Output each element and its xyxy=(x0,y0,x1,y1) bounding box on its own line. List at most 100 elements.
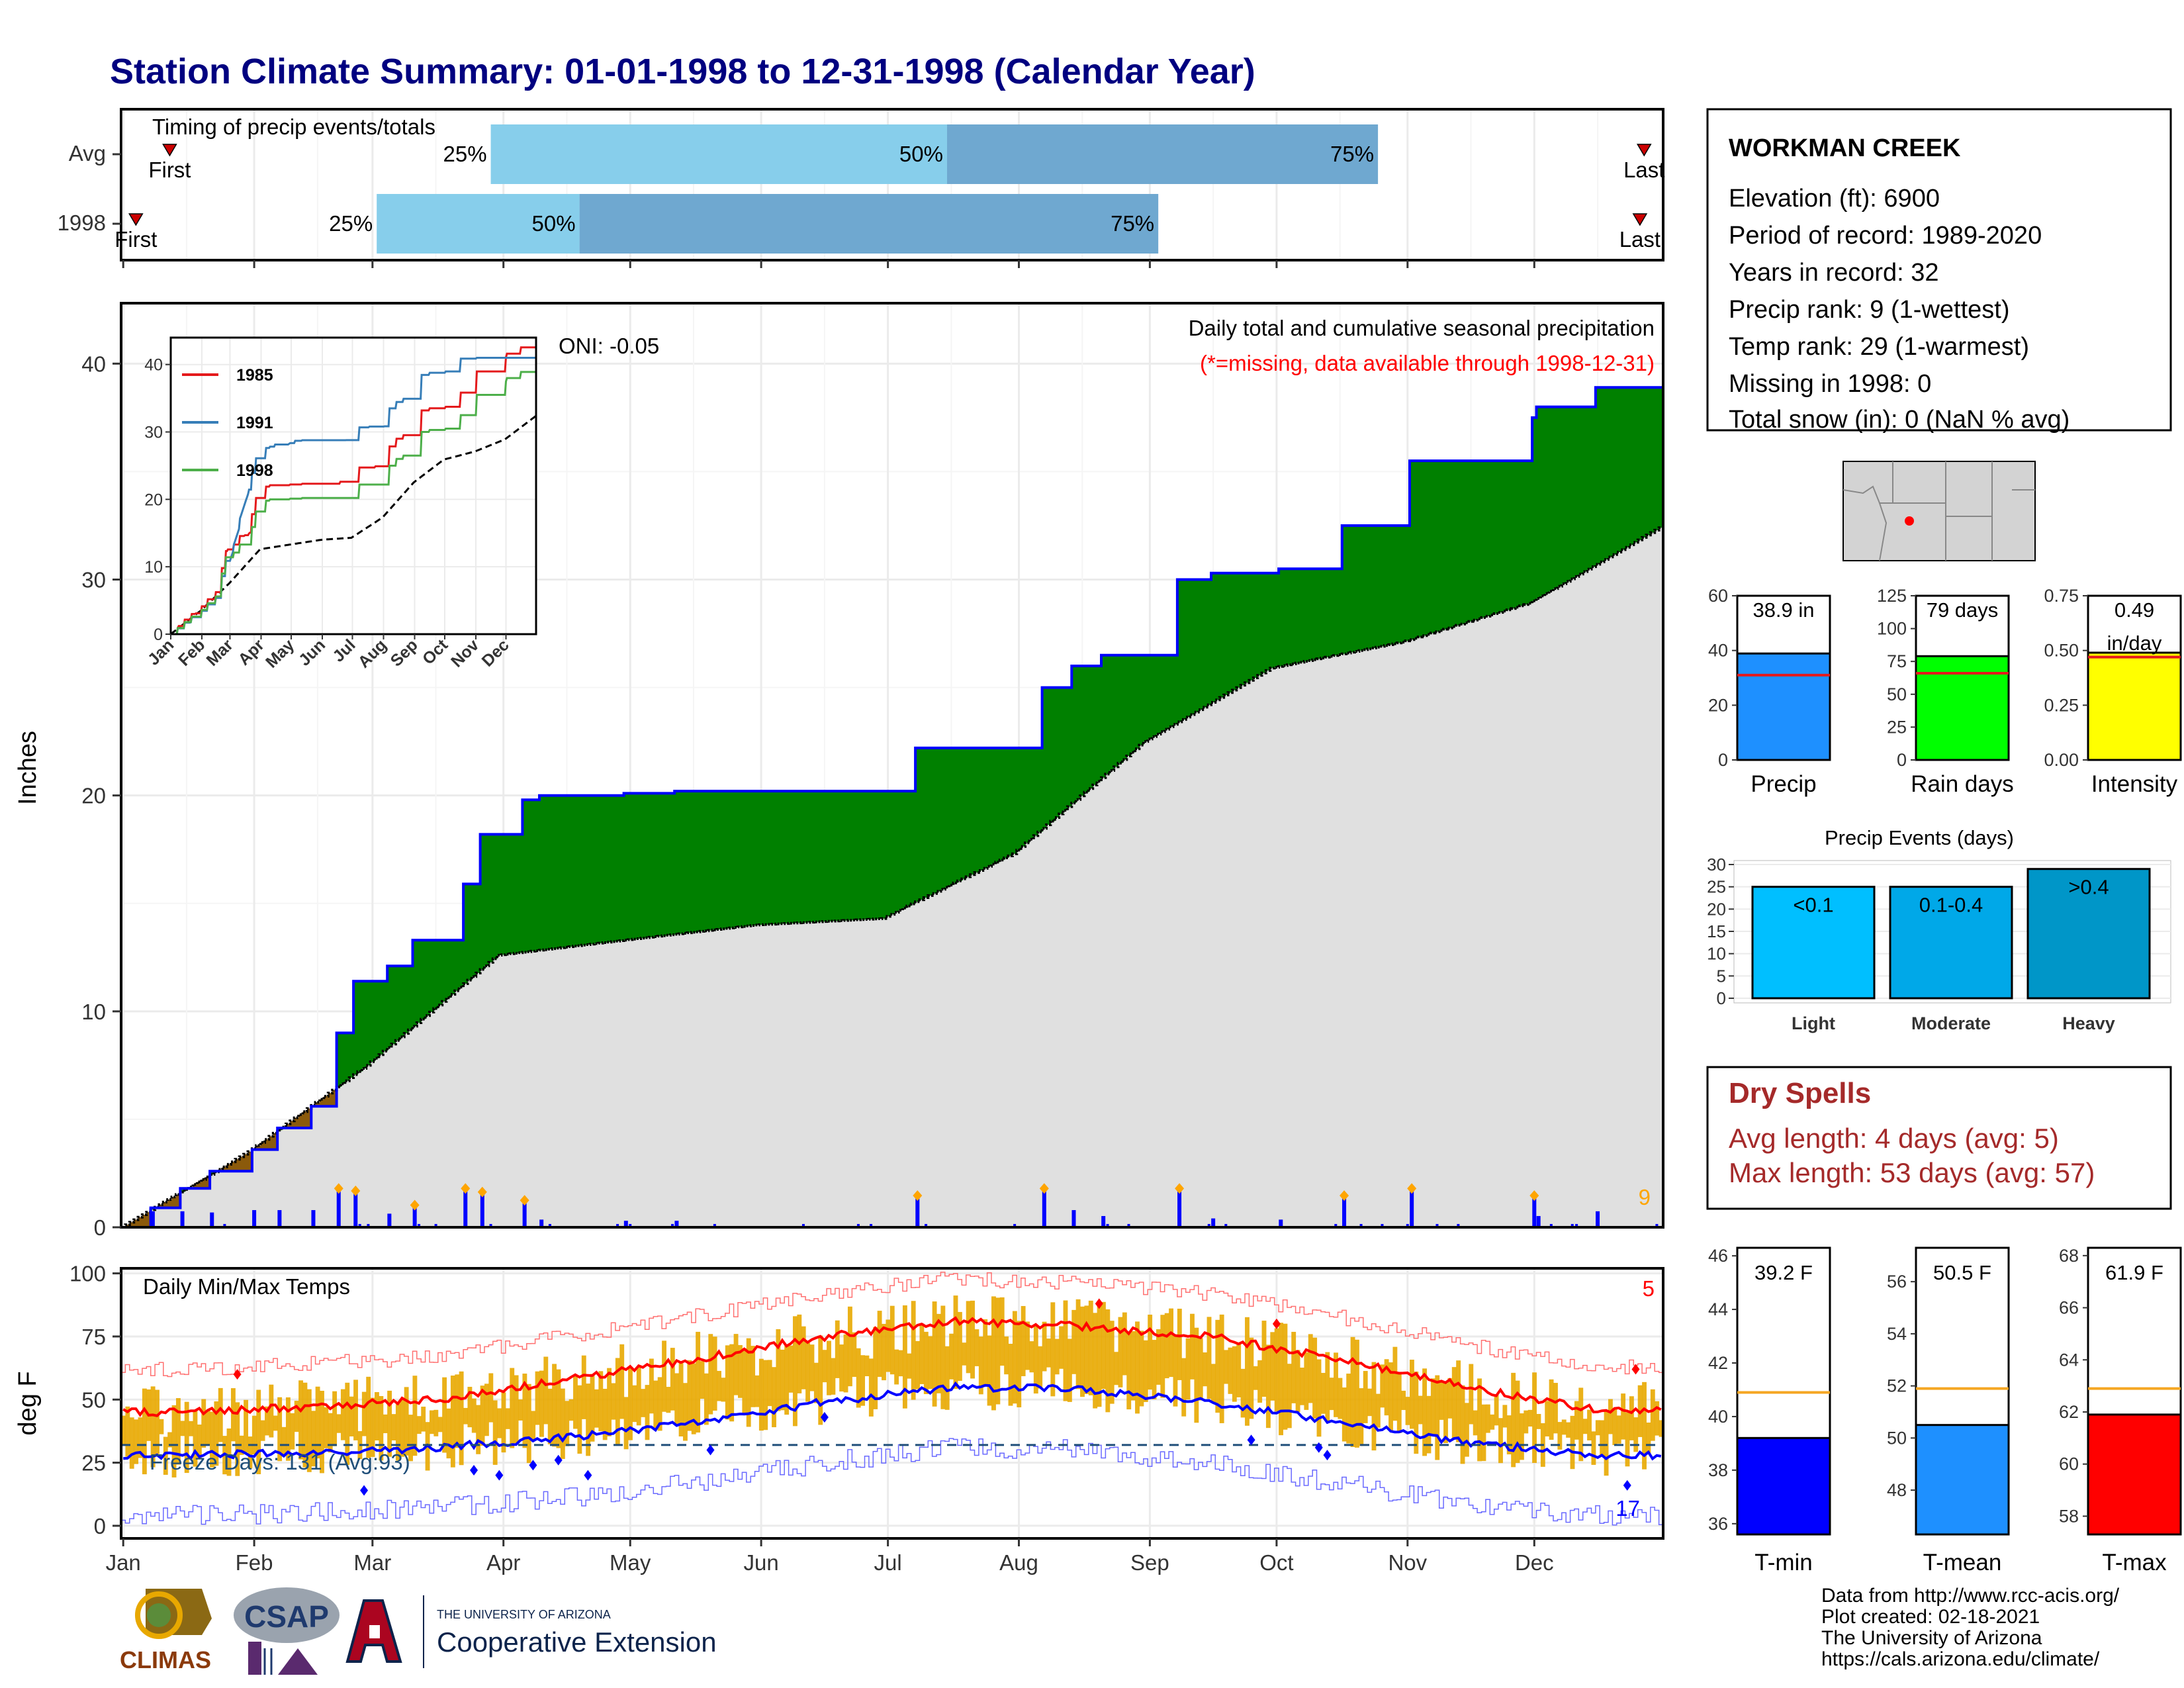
temp-daily-bar xyxy=(717,1370,721,1401)
temp-daily-bar xyxy=(353,1380,358,1440)
temp-daily-bar xyxy=(1401,1390,1406,1411)
daily-precip-bar-small xyxy=(1549,1224,1553,1227)
daily-precip-bar-small xyxy=(1655,1224,1659,1227)
temp-daily-bar xyxy=(649,1358,654,1414)
temp-daily-bar xyxy=(662,1340,666,1412)
temp-daily-bar xyxy=(1494,1395,1499,1426)
temp-daily-bar xyxy=(704,1373,709,1425)
temp-daily-bar xyxy=(1080,1306,1085,1397)
temp-daily-bar xyxy=(615,1358,620,1445)
temp-summary-t-mean: 48 50 52 54 56 50.5 F T-mean xyxy=(1887,1246,2010,1575)
summary-value-label: 38.9 in xyxy=(1752,598,1814,622)
events-ytick-label: 20 xyxy=(1707,899,1726,919)
temp-daily-bar xyxy=(932,1301,937,1407)
temp-summary-ytick-label: 42 xyxy=(1708,1353,1728,1373)
temp-daily-bar xyxy=(159,1419,164,1434)
temp-daily-bar xyxy=(552,1364,557,1447)
temp-daily-bar xyxy=(1245,1317,1250,1426)
temp-daily-bar xyxy=(953,1295,958,1389)
temp-daily-bar xyxy=(1600,1420,1605,1456)
temp-daily-bar xyxy=(873,1327,878,1409)
temp-daily-bar xyxy=(915,1340,920,1389)
temp-daily-bar xyxy=(471,1398,477,1433)
temp-daily-bar xyxy=(1109,1321,1115,1404)
temp-daily-bar xyxy=(547,1388,553,1444)
temp-daily-bar xyxy=(488,1373,494,1423)
extreme-marker-icon xyxy=(351,1185,361,1196)
daily-precip-bar-small xyxy=(1013,1224,1017,1227)
temp-daily-bar xyxy=(1527,1409,1533,1427)
inset-legend-label: 1985 xyxy=(236,366,273,385)
timing-bar-q2 xyxy=(377,194,580,254)
temp-daily-bar xyxy=(361,1391,367,1436)
temp-daily-bar xyxy=(214,1401,219,1466)
temp-daily-bar xyxy=(877,1311,882,1378)
daily-precip-bar-small xyxy=(801,1224,805,1227)
record-high-marker-icon xyxy=(1631,1364,1640,1375)
extreme-marker-icon xyxy=(477,1186,487,1197)
summary-ytick-label: 0 xyxy=(1897,750,1907,770)
month-tick-label: Oct xyxy=(1259,1550,1293,1575)
temp-daily-bar xyxy=(983,1319,988,1387)
precip-events-bar-label: 0.1-0.4 xyxy=(1919,894,1983,917)
precip-events-category: Moderate xyxy=(1911,1013,1991,1033)
temp-daily-bar xyxy=(577,1385,582,1454)
csap-logo-text: CSAP xyxy=(244,1599,329,1634)
temp-daily-bar xyxy=(611,1383,616,1420)
precip-events-category: Heavy xyxy=(2062,1013,2115,1033)
temp-daily-bar xyxy=(729,1344,735,1422)
temp-daily-bar xyxy=(1363,1371,1368,1423)
summary-chart-intensity: 0.00 0.25 0.50 0.75 0.49 in/day Intensity xyxy=(2044,586,2182,797)
temp-daily-bar xyxy=(1612,1407,1617,1446)
temp-summary-axis-label: T-max xyxy=(2102,1550,2167,1575)
month-tick-label: Sep xyxy=(1130,1550,1169,1575)
temp-daily-bar xyxy=(467,1387,473,1428)
daily-precip-bar-small xyxy=(1381,1224,1384,1227)
temp-daily-bar xyxy=(142,1388,147,1475)
location-map xyxy=(1843,461,2036,561)
temp-daily-bar xyxy=(691,1363,696,1434)
temp-daily-bar xyxy=(763,1360,768,1430)
daily-precip-bar xyxy=(1279,1219,1283,1227)
temp-summary-value-bar xyxy=(1915,1424,2010,1536)
temp-daily-bar xyxy=(1101,1301,1106,1389)
temp-daily-bar xyxy=(298,1380,303,1460)
temp-daily-bar xyxy=(619,1344,625,1419)
temp-daily-bar xyxy=(1038,1346,1043,1389)
timing-pct-25: 25% xyxy=(329,211,373,236)
temp-daily-bar xyxy=(1659,1420,1664,1437)
temp-daily-bar xyxy=(1283,1323,1288,1430)
temp-daily-bar xyxy=(150,1386,156,1468)
above-average-area xyxy=(150,387,1664,1210)
temp-summary-value-label: 50.5 F xyxy=(1933,1261,1991,1284)
temp-daily-bar xyxy=(1203,1352,1208,1387)
temp-daily-bar xyxy=(1181,1358,1187,1417)
summary-ytick-label: 0.75 xyxy=(2044,586,2079,606)
daily-precip-bar-small xyxy=(358,1224,361,1227)
extreme-marker-icon xyxy=(1175,1183,1185,1194)
record-low-marker-icon xyxy=(470,1465,478,1476)
temp-y-axis: 0 25 50 75 100 xyxy=(69,1262,121,1538)
temp-daily-bar xyxy=(590,1374,595,1442)
temp-daily-bar xyxy=(543,1356,549,1425)
record-low-marker-icon xyxy=(1623,1479,1631,1491)
last-label: Last xyxy=(1619,227,1661,252)
temp-daily-bar xyxy=(1561,1419,1567,1435)
temp-daily-bar xyxy=(813,1362,819,1403)
temp-daily-bar xyxy=(1338,1378,1343,1419)
temp-daily-bar xyxy=(535,1371,540,1425)
temp-daily-bar xyxy=(1093,1313,1098,1409)
precip-events-category: Light xyxy=(1792,1013,1835,1033)
temp-daily-bar xyxy=(898,1350,903,1377)
temp-daily-bar xyxy=(1392,1346,1398,1421)
temp-daily-bar xyxy=(758,1358,764,1431)
temp-daily-bar xyxy=(788,1345,794,1393)
station-line-years: Years in record: 32 xyxy=(1729,259,1939,287)
temp-daily-bar xyxy=(345,1382,350,1466)
temp-daily-bar xyxy=(1625,1412,1630,1467)
hot-count: 5 xyxy=(1643,1276,1655,1301)
temp-daily-bar xyxy=(404,1387,409,1456)
inset-legend-label: 1991 xyxy=(236,414,273,432)
record-high-marker-icon xyxy=(233,1369,242,1380)
